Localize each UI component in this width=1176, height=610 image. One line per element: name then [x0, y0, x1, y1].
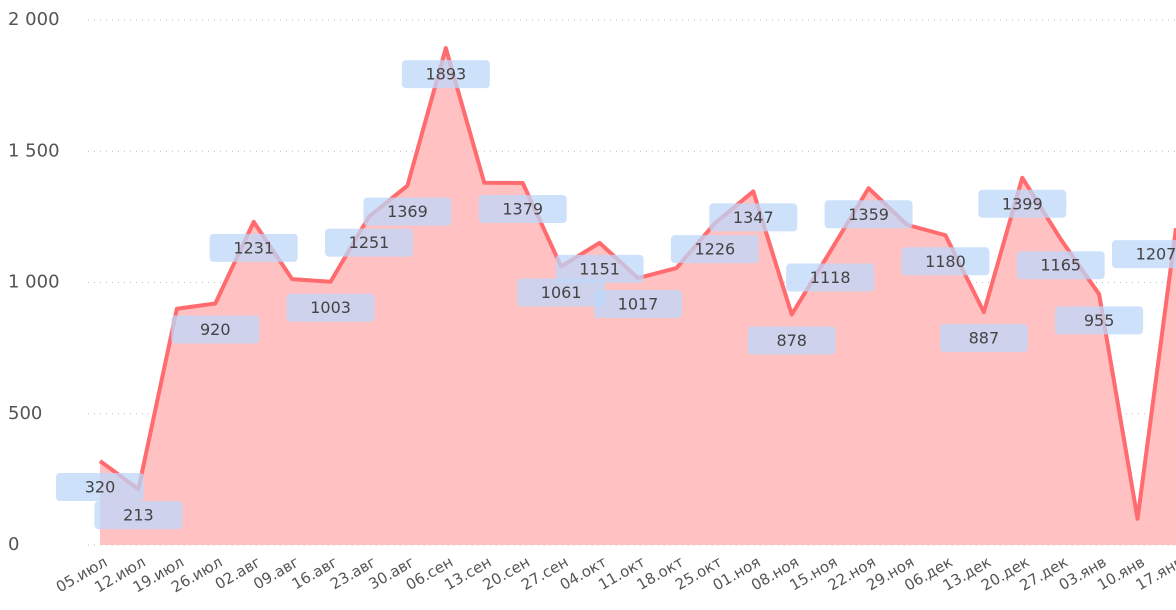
value-label-text: 1165: [1040, 256, 1081, 275]
value-label-box: [325, 228, 413, 257]
value-label: 1251: [325, 228, 413, 257]
value-label-text: 1251: [349, 233, 390, 252]
value-label: 1399: [978, 189, 1067, 218]
value-label-box: [594, 290, 682, 319]
value-label-text: 1118: [810, 268, 851, 287]
value-label-box: [1055, 306, 1144, 335]
value-label-text: 1151: [579, 259, 620, 278]
y-tick-label: 1 000: [8, 272, 60, 293]
value-label: 955: [1055, 306, 1144, 335]
value-label-text: 878: [776, 331, 807, 350]
value-label-box: [171, 315, 260, 344]
y-tick-label: 0: [8, 534, 19, 555]
value-label: 1061: [517, 278, 606, 307]
value-label: 1180: [901, 247, 990, 276]
value-label: 1165: [1016, 251, 1105, 280]
value-label-text: 887: [969, 329, 1000, 348]
value-label-box: [401, 60, 490, 89]
value-label: 887: [939, 324, 1028, 353]
value-label: 1118: [786, 263, 875, 292]
value-label: 1003: [286, 293, 375, 322]
y-tick-label: 1 500: [8, 140, 60, 161]
value-label-box: [978, 189, 1067, 218]
value-label-text: 1017: [618, 295, 659, 314]
value-label-box: [1016, 251, 1105, 280]
value-label-box: [56, 473, 144, 501]
value-label-box: [478, 195, 567, 224]
value-label-box: [786, 263, 875, 292]
value-label: 1207: [1112, 240, 1176, 269]
value-label: 1893: [401, 60, 490, 89]
value-label: 1151: [555, 254, 644, 283]
value-label-box: [94, 501, 183, 530]
value-label-text: 1061: [541, 283, 582, 302]
value-label-text: 320: [85, 478, 116, 497]
value-label-text: 213: [123, 506, 154, 525]
value-label-text: 1359: [848, 205, 889, 224]
value-label: 1369: [363, 197, 452, 226]
value-label-text: 920: [200, 320, 231, 339]
value-label-box: [747, 326, 836, 355]
value-label: 1226: [670, 235, 759, 264]
value-label-box: [555, 254, 644, 283]
value-label-box: [363, 197, 452, 226]
y-tick-label: 500: [8, 403, 42, 424]
value-label: 1359: [824, 200, 913, 229]
value-label: 1017: [594, 290, 682, 319]
value-label-box: [824, 200, 913, 229]
value-label: 1231: [209, 233, 298, 262]
value-label-text: 1399: [1002, 194, 1043, 213]
value-label-box: [286, 293, 375, 322]
value-label: 920: [171, 315, 260, 344]
value-label: 320: [56, 473, 144, 501]
value-label-text: 1379: [502, 200, 543, 219]
value-label-text: 1226: [694, 240, 735, 259]
value-label-text: 1180: [925, 252, 966, 271]
value-label-text: 1347: [733, 208, 774, 227]
value-label-text: 955: [1084, 311, 1115, 330]
value-label-box: [670, 235, 759, 264]
value-label-box: [209, 233, 298, 262]
value-label-text: 1231: [233, 238, 274, 257]
value-label: 1347: [709, 203, 798, 232]
value-label: 1379: [478, 195, 567, 224]
y-tick-label: 2 000: [8, 9, 60, 30]
value-label-box: [901, 247, 990, 276]
value-label-text: 1893: [425, 65, 466, 84]
value-label-box: [709, 203, 798, 232]
value-label-box: [1112, 240, 1176, 269]
value-label-text: 1003: [310, 298, 351, 317]
value-label-box: [939, 324, 1028, 353]
value-label-text: 1369: [387, 202, 428, 221]
value-label-box: [517, 278, 606, 307]
value-label: 213: [94, 501, 183, 530]
value-label: 878: [747, 326, 836, 355]
value-label-text: 1207: [1136, 245, 1176, 264]
